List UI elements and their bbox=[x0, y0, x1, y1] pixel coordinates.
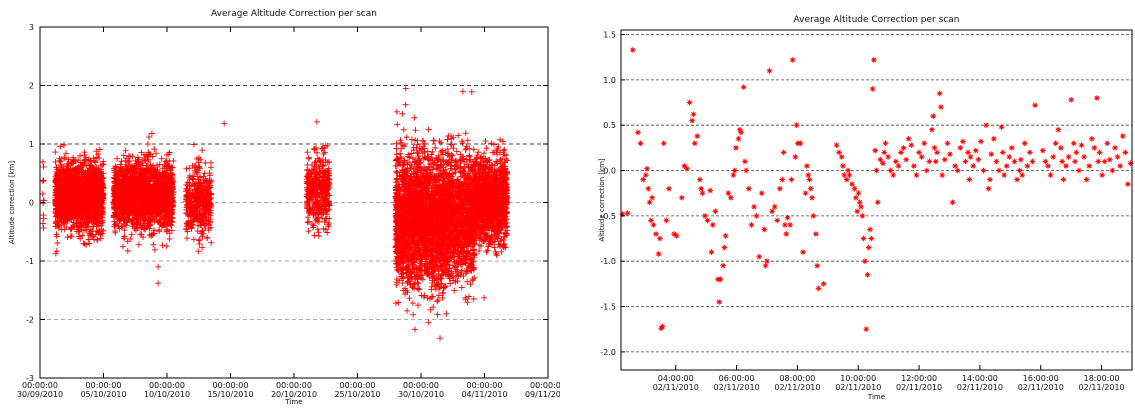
data-point bbox=[166, 157, 173, 164]
data-point bbox=[315, 229, 322, 236]
data-point bbox=[195, 237, 202, 244]
data-point bbox=[57, 143, 64, 150]
chart-altitude-correction-daily: Average Altitude Correction per scan -3 -2… bbox=[0, 0, 560, 408]
data-point bbox=[325, 223, 332, 230]
data-point bbox=[40, 215, 47, 222]
data-point bbox=[150, 241, 157, 248]
data-point bbox=[151, 246, 158, 253]
data-point bbox=[61, 141, 68, 148]
data-point bbox=[52, 158, 59, 165]
data-point bbox=[208, 159, 215, 166]
data-point bbox=[159, 242, 166, 249]
data-point bbox=[324, 229, 331, 236]
scatter-plot-left: Average Altitude Correction per scan-3-2… bbox=[8, 9, 560, 406]
data-point bbox=[124, 247, 131, 254]
data-point bbox=[68, 224, 75, 231]
data-point bbox=[196, 240, 203, 247]
data-point bbox=[39, 190, 46, 197]
data-point bbox=[86, 240, 93, 247]
data-point bbox=[77, 152, 84, 159]
data-point bbox=[119, 243, 126, 250]
data-point bbox=[314, 217, 321, 224]
data-point bbox=[148, 130, 155, 137]
data-point bbox=[184, 235, 191, 242]
chart-title: Average Altitude Correction per scan bbox=[211, 9, 377, 19]
data-point bbox=[63, 150, 70, 157]
data-point bbox=[52, 149, 59, 156]
data-point bbox=[305, 228, 312, 235]
data-point bbox=[195, 248, 202, 255]
data-point bbox=[199, 147, 206, 154]
data-point bbox=[199, 227, 206, 234]
data-point bbox=[90, 155, 97, 162]
data-point bbox=[67, 233, 74, 240]
data-point bbox=[183, 165, 190, 172]
data-point bbox=[114, 155, 121, 162]
data-point bbox=[39, 158, 46, 165]
data-point bbox=[163, 243, 170, 250]
data-point bbox=[40, 200, 47, 207]
data-point bbox=[39, 220, 46, 227]
data-points bbox=[39, 85, 511, 342]
data-point bbox=[85, 236, 92, 243]
data-point bbox=[52, 250, 59, 257]
data-point bbox=[80, 240, 87, 247]
data-point bbox=[166, 235, 173, 242]
data-point bbox=[128, 231, 135, 238]
data-point bbox=[97, 235, 104, 242]
data-point bbox=[190, 236, 197, 243]
data-point bbox=[54, 239, 61, 246]
data-point bbox=[400, 126, 407, 133]
data-point bbox=[406, 295, 413, 302]
data-point bbox=[208, 239, 215, 246]
data-point bbox=[64, 234, 71, 241]
data-point bbox=[311, 232, 318, 239]
data-point bbox=[202, 159, 209, 166]
data-point bbox=[81, 149, 88, 156]
data-point bbox=[61, 154, 68, 161]
data-point bbox=[199, 244, 206, 251]
data-point bbox=[305, 155, 312, 162]
data-point bbox=[137, 231, 144, 238]
data-point bbox=[156, 161, 163, 168]
data-point bbox=[146, 134, 153, 141]
data-point bbox=[144, 141, 151, 148]
data-point bbox=[77, 235, 84, 242]
data-point bbox=[40, 225, 47, 232]
data-point bbox=[304, 149, 311, 156]
data-point bbox=[39, 178, 46, 185]
data-point bbox=[40, 177, 47, 184]
data-point bbox=[40, 163, 47, 170]
data-point bbox=[190, 141, 197, 148]
data-point bbox=[57, 158, 64, 165]
data-point bbox=[96, 146, 103, 153]
data-point bbox=[118, 158, 125, 165]
data-point bbox=[135, 241, 142, 248]
data-point bbox=[320, 151, 327, 158]
